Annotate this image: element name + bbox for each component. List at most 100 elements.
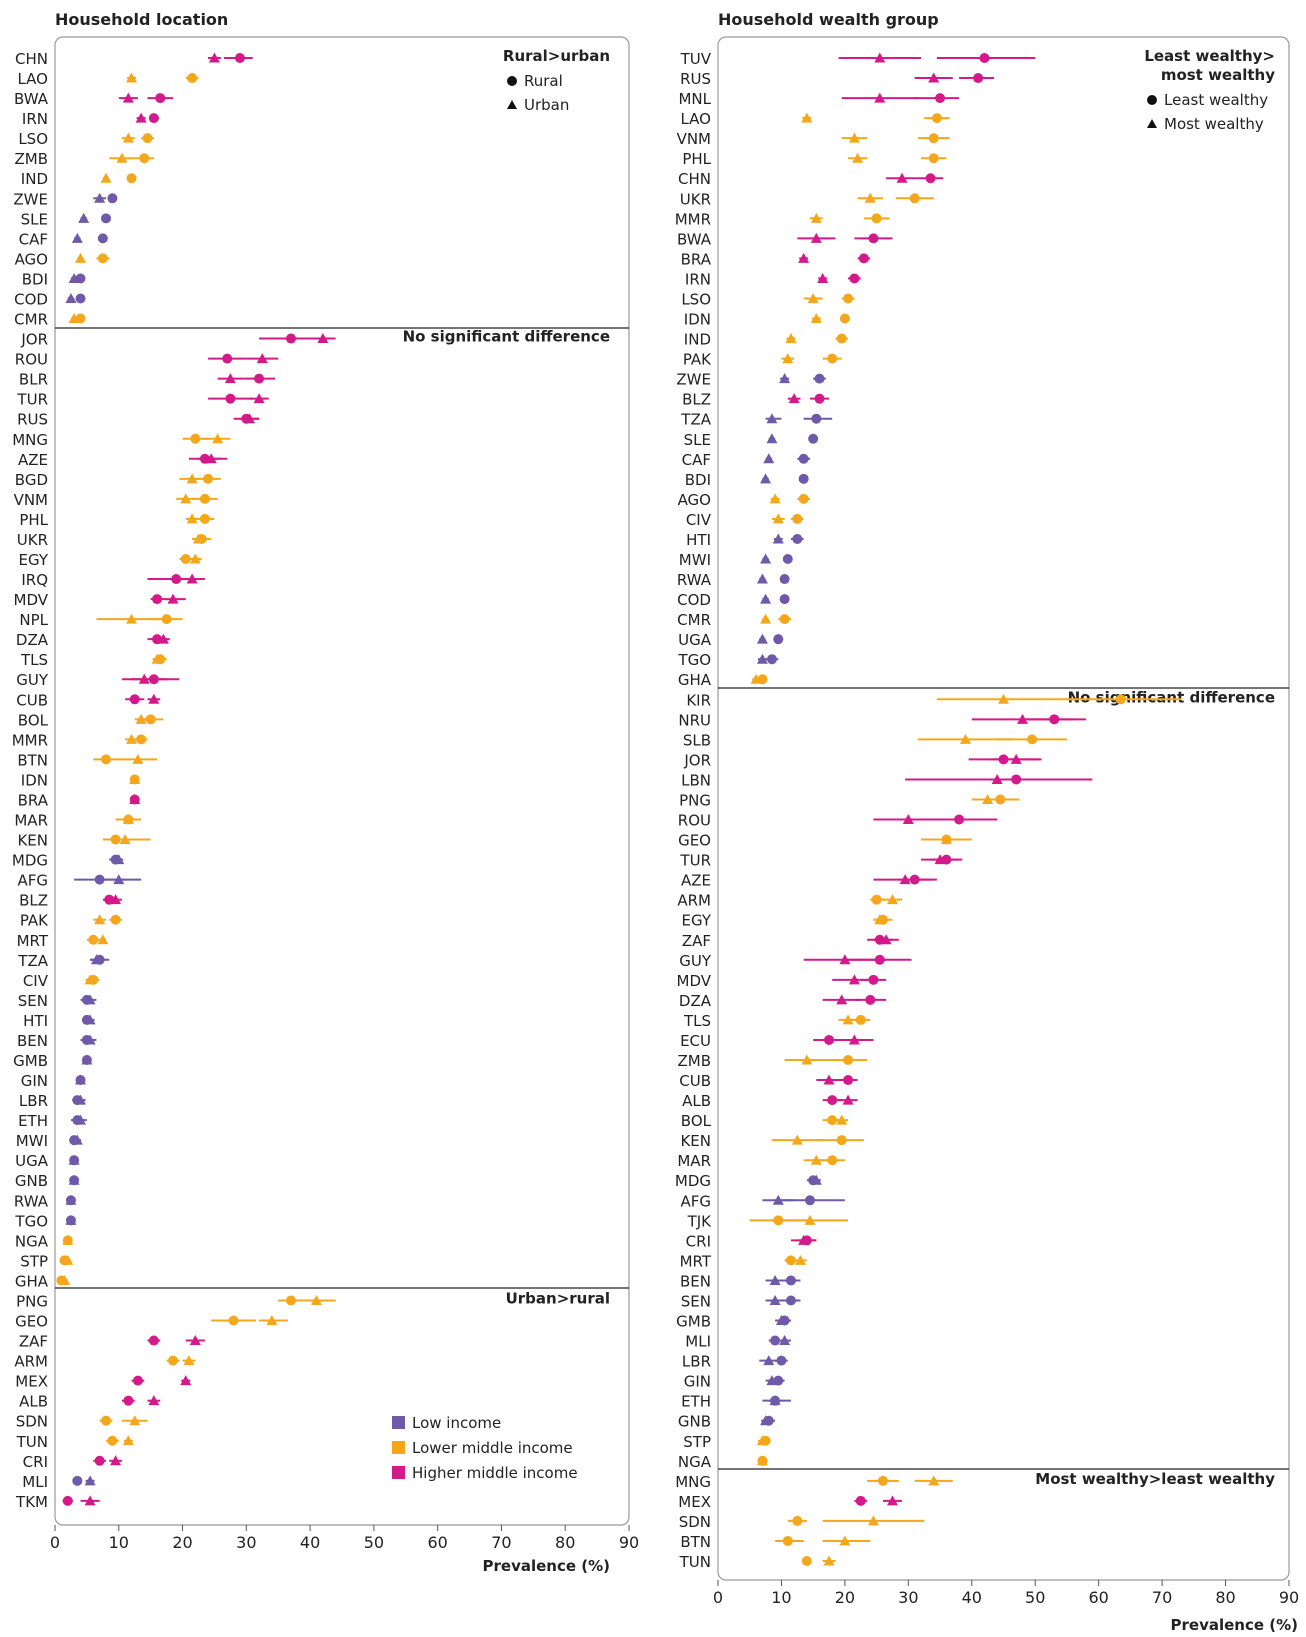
triangle-point (256, 353, 268, 364)
country-label: ZWE (676, 371, 711, 389)
country-label: NGA (678, 1453, 712, 1471)
country-label: TKM (15, 1493, 48, 1511)
country-label: ETH (18, 1112, 48, 1130)
circle-point (72, 1095, 83, 1106)
country-label: GUY (16, 671, 49, 689)
country-label: IDN (684, 311, 711, 329)
country-label: CUB (16, 691, 48, 709)
circle-point (798, 493, 809, 504)
country-label: CAF (682, 451, 711, 469)
circle-point (123, 814, 134, 825)
circle-point (110, 834, 121, 845)
circle-point (222, 353, 233, 364)
country-label: ROU (678, 812, 711, 830)
country-label: LSO (681, 290, 711, 308)
country-label: RWA (677, 571, 712, 589)
triangle-point (839, 954, 851, 965)
circle-point (75, 293, 86, 304)
country-label: ZAF (19, 1333, 48, 1351)
circle-point (855, 1495, 866, 1506)
left-panel-title: Household location (55, 10, 228, 29)
triangle-point (122, 1435, 134, 1446)
circle-point (827, 1155, 838, 1166)
country-label: AFG (17, 872, 48, 890)
country-label: BRA (18, 791, 49, 809)
plot-frame (717, 36, 1290, 1581)
country-label: SEN (18, 992, 48, 1010)
circle-point (139, 153, 150, 164)
triangle-point (189, 1335, 201, 1346)
circle-point (104, 894, 115, 905)
circle-point (155, 93, 166, 104)
country-label: AZE (681, 872, 711, 890)
triangle-point (138, 673, 150, 684)
circle-point (190, 433, 201, 444)
country-label: TUN (16, 1433, 48, 1451)
triangle-point (756, 633, 768, 644)
circle-point (843, 293, 854, 304)
circle-point (129, 794, 140, 805)
circle-point (773, 1375, 784, 1386)
country-label: SLB (683, 731, 711, 749)
triangle-point (126, 72, 138, 83)
x-tick-label: 90 (619, 1533, 639, 1552)
triangle-point (129, 1415, 141, 1426)
x-tick-label: 10 (771, 1588, 791, 1607)
country-label: AFG (680, 1192, 711, 1210)
country-label: JOR (683, 751, 711, 769)
circle-point (75, 313, 86, 324)
x-tick-label: 80 (1215, 1588, 1235, 1607)
triangle-point (760, 613, 772, 624)
country-label: TLS (683, 1012, 711, 1030)
country-label: CHN (678, 170, 711, 188)
triangle-point (810, 212, 822, 223)
triangle-point (756, 573, 768, 584)
circle-point (94, 954, 105, 965)
country-label: GHA (678, 671, 712, 689)
triangle-point (782, 353, 794, 364)
triangle-point (772, 1194, 784, 1205)
country-label: BWA (677, 230, 712, 248)
circle-point (94, 874, 105, 885)
legend-swatch (392, 1416, 405, 1429)
marker-legend-triangle-icon (507, 100, 517, 109)
triangle-point (842, 1014, 854, 1025)
triangle-point (823, 1555, 835, 1566)
circle-point (827, 353, 838, 364)
triangle-point (772, 533, 784, 544)
circle-point (225, 393, 236, 404)
country-label: BGD (15, 471, 48, 489)
x-tick-label: 20 (172, 1533, 192, 1552)
legend-swatch (392, 1441, 405, 1454)
triangle-point (769, 1294, 781, 1305)
triangle-point (874, 52, 886, 63)
circle-point (909, 193, 920, 204)
x-tick-label: 0 (713, 1588, 723, 1607)
x-tick-label: 10 (109, 1533, 129, 1552)
circle-point (785, 1295, 796, 1306)
circle-point (779, 574, 790, 585)
circle-point (941, 854, 952, 865)
country-label: BLR (19, 371, 48, 389)
group-label: No significant difference (1068, 688, 1275, 706)
triangle-point (148, 1395, 160, 1406)
circle-point (928, 133, 939, 144)
circle-point (1027, 734, 1038, 745)
country-label: TJK (687, 1212, 713, 1230)
circle-point (199, 493, 210, 504)
country-label: MDV (677, 972, 712, 990)
country-label: ROU (15, 351, 48, 369)
circle-point (171, 574, 182, 585)
circle-point (1049, 714, 1060, 725)
circle-point (145, 714, 156, 725)
triangle-point (110, 1455, 122, 1466)
x-tick-label: 90 (1279, 1588, 1299, 1607)
triangle-point (183, 1355, 195, 1366)
country-label: CRI (23, 1453, 48, 1471)
circle-point (827, 1115, 838, 1126)
marker-legend-label: Most wealthy (1164, 115, 1264, 133)
country-label: MEX (15, 1373, 48, 1391)
triangle-point (224, 373, 236, 384)
triangle-point (902, 814, 914, 825)
group-label: Urban>rural (506, 1289, 610, 1307)
